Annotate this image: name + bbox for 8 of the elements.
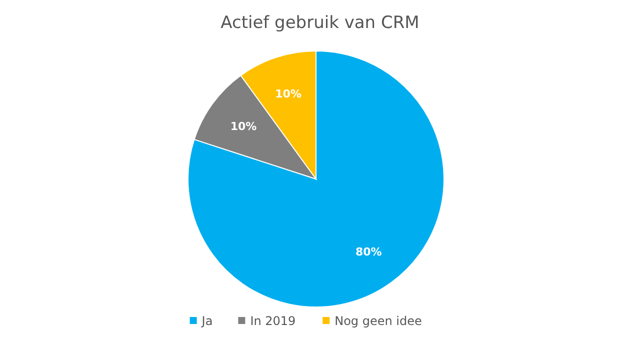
legend-label: Nog geen idee — [334, 314, 422, 328]
legend-label: In 2019 — [250, 314, 296, 328]
legend-label: Ja — [200, 314, 213, 328]
pie-slice — [188, 50, 444, 308]
chart-title: Actief gebruik van CRM — [220, 13, 420, 33]
data-label: 10% — [230, 120, 257, 134]
data-label: 10% — [275, 88, 302, 101]
data-label: 80% — [355, 245, 382, 258]
